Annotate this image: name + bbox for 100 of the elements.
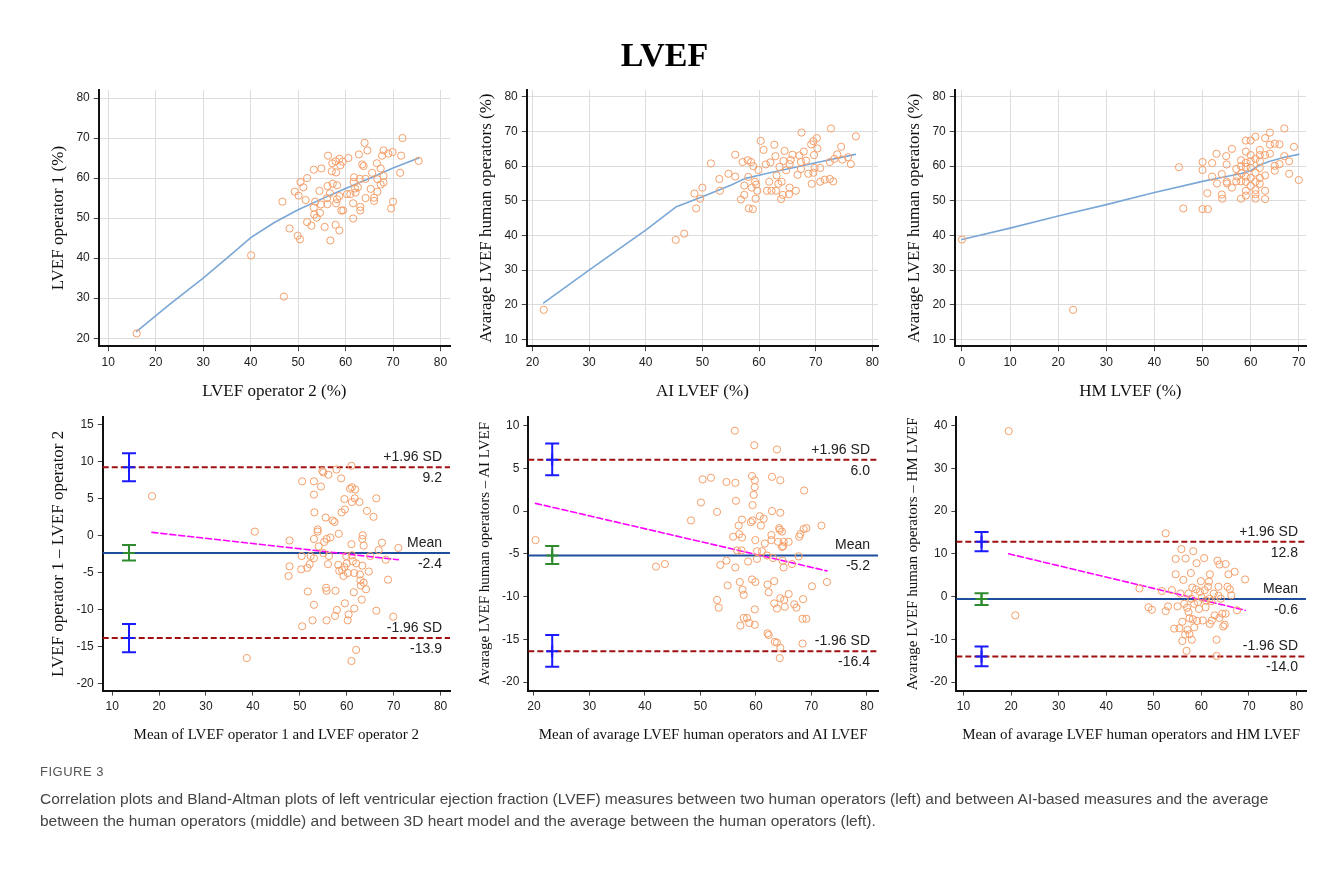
annotation: 6.0 xyxy=(850,461,871,478)
y-tick-label: 20 xyxy=(933,503,948,518)
annotation: -0.6 xyxy=(1273,600,1299,617)
text: LVEF xyxy=(620,36,709,74)
x-tick-label: 30 xyxy=(1051,699,1066,714)
x-tick-label: 10 xyxy=(101,354,116,369)
x-tick-label: 40 xyxy=(243,354,258,369)
y-tick-label: 50 xyxy=(76,210,91,225)
ref-line-label: Mean xyxy=(406,533,442,550)
y-tick-label: 10 xyxy=(80,453,95,468)
y-tick-label: -5 xyxy=(508,546,520,561)
y-tick-label: 50 xyxy=(932,193,947,208)
x-tick-label: 50 xyxy=(1195,354,1210,369)
y-tick-label: 20 xyxy=(76,330,91,345)
x-axis-title: Mean of LVEF operator 1 and LVEF operator 2 xyxy=(133,725,420,742)
annotation: -2.4 xyxy=(417,554,443,571)
x-tick-label: 70 xyxy=(387,699,401,714)
x-tick-label: 30 xyxy=(196,354,211,369)
y-tick-label: -10 xyxy=(930,631,948,646)
x-axis-title: LVEF operator 2 (%) xyxy=(202,381,347,401)
x-tick-label: 40 xyxy=(638,699,652,714)
y-tick-label: 0 xyxy=(87,527,95,542)
x-tick-label: 70 xyxy=(1242,699,1256,714)
x-tick-label: 30 xyxy=(199,699,213,714)
x-tick-label: 70 xyxy=(804,699,819,714)
x-tick-label: 20 xyxy=(152,699,167,714)
x-tick-label: 50 xyxy=(291,354,306,369)
text: Correlation plots and Bland-Altman plots of left ventricular ejection fraction (LVEF) measures between two human operators (left) and between AI-based measures and the average between the human operators (middle) and between 3D heart model and the average between the human operators (left). xyxy=(40,789,1270,831)
x-tick-label: 40 xyxy=(246,699,260,714)
y-tick-label: 60 xyxy=(504,158,519,173)
ref-line-label: +1.96 SD xyxy=(383,448,442,465)
y-axis-title: LVEF operator 1 – LVEF operator 2 xyxy=(47,430,67,677)
x-tick-label: 70 xyxy=(1292,354,1306,369)
x-tick-label: 60 xyxy=(752,354,767,369)
y-tick-label: 0 xyxy=(512,503,520,518)
x-tick-label: 30 xyxy=(582,699,597,714)
x-tick-label: 10 xyxy=(1003,354,1018,369)
x-tick-label: 20 xyxy=(149,354,163,369)
x-tick-label: 50 xyxy=(1147,699,1161,714)
ref-line-label: -1.96 SD xyxy=(814,632,870,649)
annotation: 12.8 xyxy=(1270,543,1299,560)
y-tick-label: 30 xyxy=(933,460,948,475)
x-tick-label: 50 xyxy=(695,354,710,369)
y-tick-label: 80 xyxy=(932,89,947,104)
y-tick-label: 10 xyxy=(933,546,948,561)
y-tick-label: 10 xyxy=(505,417,520,432)
y-tick-label: 0 xyxy=(940,588,948,603)
y-tick-label: 60 xyxy=(932,158,947,173)
y-tick-label: 30 xyxy=(76,290,91,305)
x-tick-label: 60 xyxy=(338,354,353,369)
y-tick-label: -10 xyxy=(502,588,520,603)
x-tick-label: 80 xyxy=(865,354,880,369)
annotation: -16.4 xyxy=(838,653,871,670)
y-axis-title: Avarage LVEF human operators (%) xyxy=(475,93,495,343)
x-tick-label: 80 xyxy=(433,699,448,714)
y-tick-label: 10 xyxy=(932,331,947,346)
annotation: -14.0 xyxy=(1266,658,1299,675)
x-tick-label: 20 xyxy=(525,354,540,369)
caption: FIGURE 3 xyxy=(40,764,104,779)
y-tick-label: 40 xyxy=(76,250,91,265)
y-tick-label: -15 xyxy=(76,638,95,653)
ref-line-label: -1.96 SD xyxy=(386,618,442,635)
x-tick-label: 60 xyxy=(749,699,763,714)
y-axis-title: Avarage LVEF human operators – HM LVEF xyxy=(903,417,920,691)
y-tick-label: -10 xyxy=(76,601,95,616)
y-tick-label: 30 xyxy=(504,262,519,277)
y-tick-label: 30 xyxy=(932,262,947,277)
y-tick-label: 5 xyxy=(512,460,520,475)
x-axis-title: HM LVEF (%) xyxy=(1079,381,1182,401)
y-tick-label: 40 xyxy=(504,227,519,242)
y-axis-title: Avarage LVEF human operators (%) xyxy=(903,93,923,343)
y-tick-label: 50 xyxy=(504,193,519,208)
x-tick-label: 0 xyxy=(958,354,966,369)
x-tick-label: 60 xyxy=(1194,699,1209,714)
x-tick-label: 60 xyxy=(340,699,354,714)
y-tick-label: -15 xyxy=(502,631,520,646)
x-tick-label: 70 xyxy=(386,354,401,369)
y-tick-label: 80 xyxy=(76,90,91,105)
ref-line-label: -1.96 SD xyxy=(1242,637,1298,654)
x-axis-title: Mean of avarage LVEF human operators and HM LVEF xyxy=(962,725,1301,742)
y-tick-label: 70 xyxy=(76,130,91,145)
y-tick-label: -20 xyxy=(502,674,520,689)
y-tick-label: 60 xyxy=(76,170,91,185)
y-axis-title: Avarage LVEF human operators – AI LVEF xyxy=(475,422,492,686)
x-tick-label: 40 xyxy=(639,354,653,369)
x-tick-label: 30 xyxy=(1099,354,1114,369)
x-tick-label: 80 xyxy=(1289,699,1304,714)
x-tick-label: 40 xyxy=(1147,354,1162,369)
x-axis-title: AI LVEF (%) xyxy=(655,381,749,401)
x-tick-label: 80 xyxy=(433,354,448,369)
y-tick-label: 40 xyxy=(933,417,948,432)
x-tick-label: 30 xyxy=(582,354,597,369)
x-tick-label: 50 xyxy=(293,699,307,714)
x-tick-label: 20 xyxy=(527,699,541,714)
x-tick-label: 60 xyxy=(1243,354,1258,369)
x-tick-label: 20 xyxy=(1004,699,1019,714)
y-tick-label: 80 xyxy=(504,89,519,104)
x-tick-label: 10 xyxy=(956,699,971,714)
ref-line-label: +1.96 SD xyxy=(811,440,870,457)
x-tick-label: 70 xyxy=(809,354,823,369)
